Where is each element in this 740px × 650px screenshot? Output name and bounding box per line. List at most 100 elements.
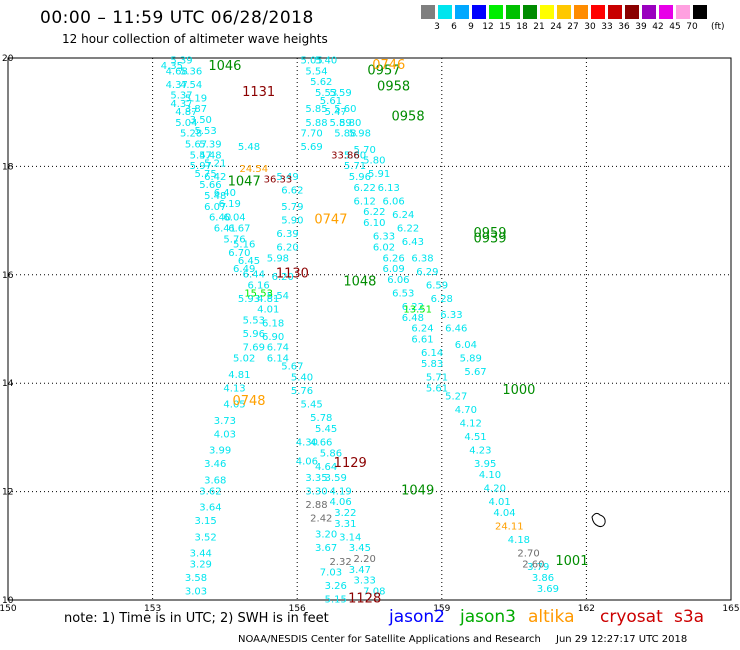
wave-height-label: 5.69 — [301, 142, 323, 153]
wave-height-label: 2.60 — [522, 559, 544, 570]
wave-height-label: 5.05 — [301, 55, 323, 66]
wave-height-label: 6.42 — [204, 172, 226, 183]
wave-height-label: 5.16 — [233, 240, 255, 251]
wave-height-label: 7.03 — [320, 568, 342, 579]
credit-line: NOAA/NESDIS Center for Satellite Applica… — [238, 634, 541, 645]
wave-height-label: 4.51 — [464, 432, 486, 443]
wave-height-label: 3.69 — [537, 584, 559, 595]
wave-height-label: 6.45 — [238, 256, 260, 267]
wave-height-label: 3.73 — [214, 416, 236, 427]
wave-height-label: 6.22 — [402, 302, 424, 313]
y-tick-label: 10 — [2, 596, 14, 606]
wave-height-label: 5.96 — [349, 172, 371, 183]
wave-height-label: 5.67 — [464, 367, 486, 378]
pass-time-label: 0746 — [372, 58, 405, 73]
wave-height-label: 5.15 — [325, 595, 347, 606]
legend-value: 3 — [434, 22, 440, 32]
wave-height-label: 36.33 — [264, 175, 293, 186]
wave-height-label: 3.50 — [190, 115, 212, 126]
wave-height-label: 6.48 — [402, 313, 424, 324]
wave-height-label: 3.64 — [199, 503, 221, 514]
wave-height-label: 5.21 — [204, 158, 226, 169]
wave-height-label: 4.68 — [166, 66, 188, 77]
wave-height-label: 6.06 — [387, 275, 409, 286]
satellite-jason3: jason3 — [460, 607, 516, 627]
wave-height-label: 3.26 — [325, 581, 347, 592]
wave-height-label: 5.53 — [315, 88, 337, 99]
wave-height-label: 5.47 — [190, 150, 212, 161]
legend-value: 9 — [468, 22, 474, 32]
wave-height-label: 3.33 — [354, 576, 376, 587]
wave-height-label: 5.71 — [344, 161, 366, 172]
wave-height-label: 5.66 — [199, 180, 221, 191]
wave-height-label: 2.70 — [517, 549, 539, 560]
satellite-s3a: s3a — [674, 607, 705, 627]
y-tick-label: 18 — [2, 162, 14, 172]
pass-time-label: 0748 — [232, 394, 265, 409]
wave-height-label: 4.87 — [175, 107, 197, 118]
wave-height-label: 5.53 — [194, 126, 216, 137]
wave-height-label: 5.39 — [199, 139, 221, 150]
wave-height-label: 5.53 — [243, 316, 265, 327]
y-tick-label: 12 — [2, 488, 13, 498]
legend-swatch — [557, 5, 571, 19]
wave-height-label: 6.14 — [267, 354, 289, 365]
legend-swatch — [523, 5, 537, 19]
pass-time-label: 0958 — [392, 109, 425, 124]
pass-time-label: 0957 — [367, 63, 400, 78]
wave-height-label: 6.53 — [392, 288, 414, 299]
chart-title: 00:00 – 11:59 UTC 06/28/2018 — [40, 8, 314, 28]
wave-height-label: 4.64 — [315, 462, 337, 473]
wave-height-label: 3.20 — [315, 530, 337, 541]
y-tick-label: 14 — [2, 379, 14, 389]
wave-height-label: 3.58 — [185, 573, 207, 584]
x-tick-label: 162 — [578, 604, 595, 614]
wave-height-label: 6.33 — [373, 232, 395, 243]
wave-height-label: 5.70 — [354, 145, 376, 156]
wave-height-label: 5.02 — [233, 354, 255, 365]
wave-height-label: 5.71 — [426, 372, 448, 383]
wave-height-label: 6.20 — [276, 242, 298, 253]
wave-height-label: 3.31 — [334, 519, 356, 530]
footer-note: note: 1) Time is in UTC; 2) SWH is in fe… — [64, 611, 329, 626]
wave-height-label: 5.45 — [315, 424, 337, 435]
wave-height-label: 4.01 — [489, 497, 511, 508]
wave-height-label: 6.46 — [445, 324, 467, 335]
wave-height-label: 3.67 — [315, 543, 337, 554]
wave-height-label: 5.79 — [281, 202, 303, 213]
wave-height-label: 4.37 — [170, 99, 192, 110]
pass-time-label: 1128 — [348, 592, 381, 607]
wave-height-label: 3.59 — [325, 473, 347, 484]
wave-height-label: 5.40 — [291, 372, 313, 383]
pass-time-label: 1048 — [343, 275, 376, 290]
wave-height-label: 3.62 — [199, 486, 221, 497]
satellite-cryosat: cryosat — [600, 607, 663, 627]
wave-height-label: 3.79 — [527, 562, 549, 573]
wave-height-label: 6.59 — [426, 280, 448, 291]
pass-time-label: 1000 — [502, 383, 535, 398]
wave-height-label: 7.08 — [363, 587, 385, 598]
pass-time-label: 1046 — [208, 59, 241, 74]
wave-height-label: 4.01 — [257, 305, 279, 316]
legend-swatch — [455, 5, 469, 19]
wave-height-label: 6.24 — [392, 210, 414, 221]
plot-frame — [7, 57, 732, 601]
wave-height-label: 5.62 — [310, 77, 332, 88]
wave-height-label: 5.36 — [180, 66, 202, 77]
wave-height-label: 13.51 — [403, 305, 432, 316]
wave-height-label: 5.76 — [291, 386, 313, 397]
wave-height-label: 3.86 — [532, 573, 554, 584]
wave-height-label: 6.22 — [354, 183, 376, 194]
wave-height-label: 5.89 — [329, 118, 351, 129]
wave-height-label: 5.48 — [204, 191, 226, 202]
wave-height-label: 5.80 — [363, 156, 385, 167]
x-tick-label: 156 — [289, 604, 306, 614]
wave-height-label: 6.44 — [243, 270, 265, 281]
legend-value: 39 — [635, 22, 647, 32]
wave-height-label: 5.80 — [344, 150, 366, 161]
wave-height-label: 6.18 — [262, 318, 284, 329]
wave-height-label: 5.40 — [315, 55, 337, 66]
wave-height-label: 5.37 — [170, 91, 192, 102]
wave-height-label: 5.39 — [170, 55, 192, 66]
legend-value: 24 — [550, 22, 562, 32]
